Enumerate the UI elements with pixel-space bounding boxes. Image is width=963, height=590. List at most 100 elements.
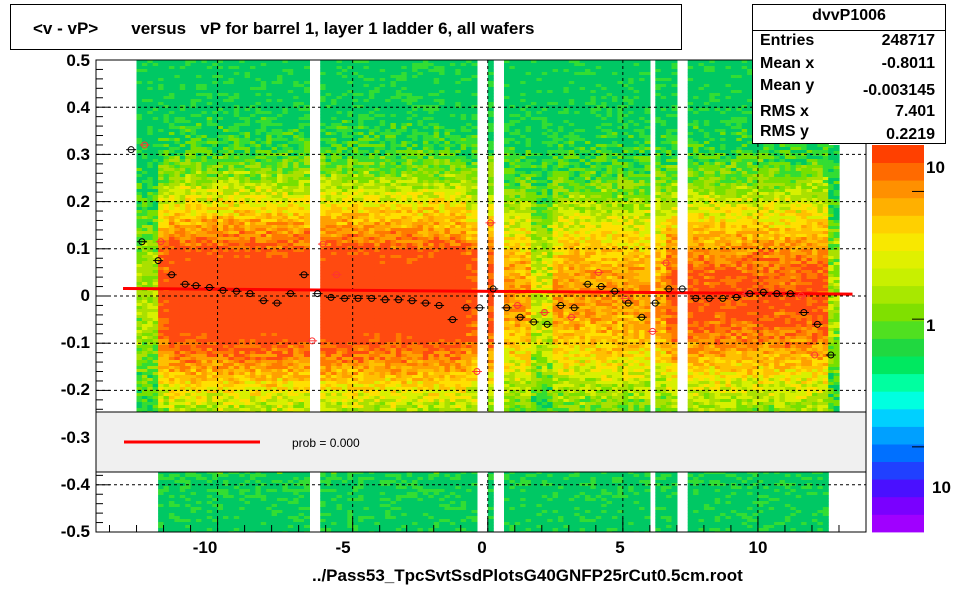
title-box: <v - vP> versus vP for barrel 1, layer 1…	[10, 4, 682, 50]
profile-point-black	[395, 296, 403, 304]
y-tick-label: 0.5	[66, 51, 90, 70]
profile-point-black	[354, 294, 362, 302]
profile-point-black	[638, 313, 646, 321]
y-tick-label: -0.5	[60, 522, 90, 541]
stats-value-entries: 248717	[881, 32, 935, 49]
z-tick-label: 10	[926, 158, 945, 177]
profile-point-red	[797, 292, 805, 300]
profile-point-black	[773, 290, 781, 298]
z-colorbar-band	[872, 303, 924, 322]
profile-point-red	[811, 351, 819, 359]
fit-line-layer	[123, 286, 853, 296]
x-tick-label: 0	[477, 538, 487, 557]
profile-point-black	[381, 296, 389, 304]
profile-point-black	[127, 146, 135, 154]
profile-point-black	[449, 316, 457, 324]
z-colorbar-bands	[872, 145, 924, 533]
profile-point-red	[662, 259, 670, 267]
profile-point-red	[157, 238, 165, 246]
profile-point-black	[813, 320, 821, 328]
profile-point-black	[422, 299, 430, 307]
profile-point-black	[205, 284, 213, 292]
y-tick-label: -0.2	[60, 380, 90, 399]
y-tick-label: 0.3	[66, 145, 90, 164]
profile-point-red	[568, 313, 576, 321]
profile-point-red	[649, 327, 657, 335]
x-tick-label: 5	[615, 538, 625, 557]
profile-point-red	[141, 141, 149, 149]
stats-value-rms-y: 0.2219	[886, 126, 935, 143]
profile-point-black	[476, 304, 484, 312]
z-tick-label: 10	[932, 478, 951, 497]
profile-point-black	[665, 285, 673, 293]
z-colorbar-band	[872, 514, 924, 533]
profile-point-black	[314, 290, 322, 298]
profile-point-black	[168, 271, 176, 279]
heatmap-cells	[136, 60, 840, 532]
y-tick-label: 0.4	[66, 98, 90, 117]
z-colorbar-band	[872, 338, 924, 357]
y-tick-label: 0.1	[66, 239, 90, 258]
z-colorbar-band	[872, 145, 924, 163]
profile-point-black	[530, 318, 538, 326]
profile-points	[126, 141, 836, 376]
y-tick-label: -0.3	[60, 428, 90, 447]
profile-point-black	[678, 285, 686, 293]
y-tick-label: 0.2	[66, 192, 90, 211]
profile-point-black	[232, 287, 240, 295]
z-colorbar-band	[872, 373, 924, 392]
profile-point-black	[138, 238, 146, 246]
stats-label-rms-y: RMS y	[760, 123, 809, 140]
z-colorbar-band	[872, 320, 924, 339]
y-tick-label: 0	[80, 286, 90, 305]
profile-point-black	[327, 293, 335, 301]
z-colorbar-band	[872, 180, 924, 199]
z-tick-label: 1	[926, 316, 936, 335]
z-colorbar-band	[872, 268, 924, 287]
x-axis-title: ../Pass53_TpcSvtSsdPlotsG40GNFP25rCut0.5…	[312, 566, 743, 585]
profile-point-black	[273, 299, 281, 307]
z-colorbar-band	[872, 250, 924, 269]
profile-point-black	[597, 283, 605, 291]
profile-point-black	[503, 304, 511, 312]
profile-point-black	[827, 351, 835, 359]
profile-point-black	[516, 313, 524, 321]
z-colorbar-band	[872, 479, 924, 498]
z-colorbar-band	[872, 356, 924, 375]
stats-label-entries: Entries	[760, 32, 815, 49]
x-tick-label: 10	[748, 538, 768, 557]
profile-point-red	[332, 271, 340, 279]
z-colorbar-band	[872, 496, 924, 515]
profile-point-black	[557, 301, 565, 309]
z-colorbar-band	[872, 426, 924, 445]
profile-point-black	[570, 304, 578, 312]
chart-title: <v - vP> versus vP for barrel 1, layer 1…	[33, 19, 535, 38]
z-colorbar-band	[872, 408, 924, 427]
z-colorbar-band	[872, 233, 924, 251]
stats-label-rms-x: RMS x	[760, 103, 809, 120]
profile-point-black	[368, 294, 376, 302]
profile-point-red	[308, 337, 316, 345]
profile-point-black	[705, 294, 713, 302]
z-colorbar-band	[872, 197, 924, 216]
stats-value-rms-x: 7.401	[894, 103, 935, 120]
stats-value-mean-x: -0.8011	[881, 55, 935, 72]
profile-point-black	[489, 285, 497, 293]
profile-point-black	[408, 297, 416, 305]
profile-point-black	[462, 304, 470, 312]
profile-point-black	[435, 301, 443, 309]
profile-point-black	[746, 290, 754, 298]
z-colorbar-band	[872, 391, 924, 410]
stats-histogram-name: dvvP1006	[812, 7, 886, 24]
z-colorbar-band	[872, 444, 924, 462]
profile-point-red	[473, 368, 481, 376]
x-tick-label: -10	[192, 538, 218, 557]
profile-point-black	[219, 286, 227, 294]
profile-point-black	[651, 299, 659, 307]
y-tick-label: -0.4	[60, 475, 90, 494]
profile-point-black	[543, 320, 551, 328]
profile-point-red	[319, 240, 327, 248]
profile-point-black	[192, 282, 200, 290]
z-colorbar-band	[872, 215, 924, 234]
